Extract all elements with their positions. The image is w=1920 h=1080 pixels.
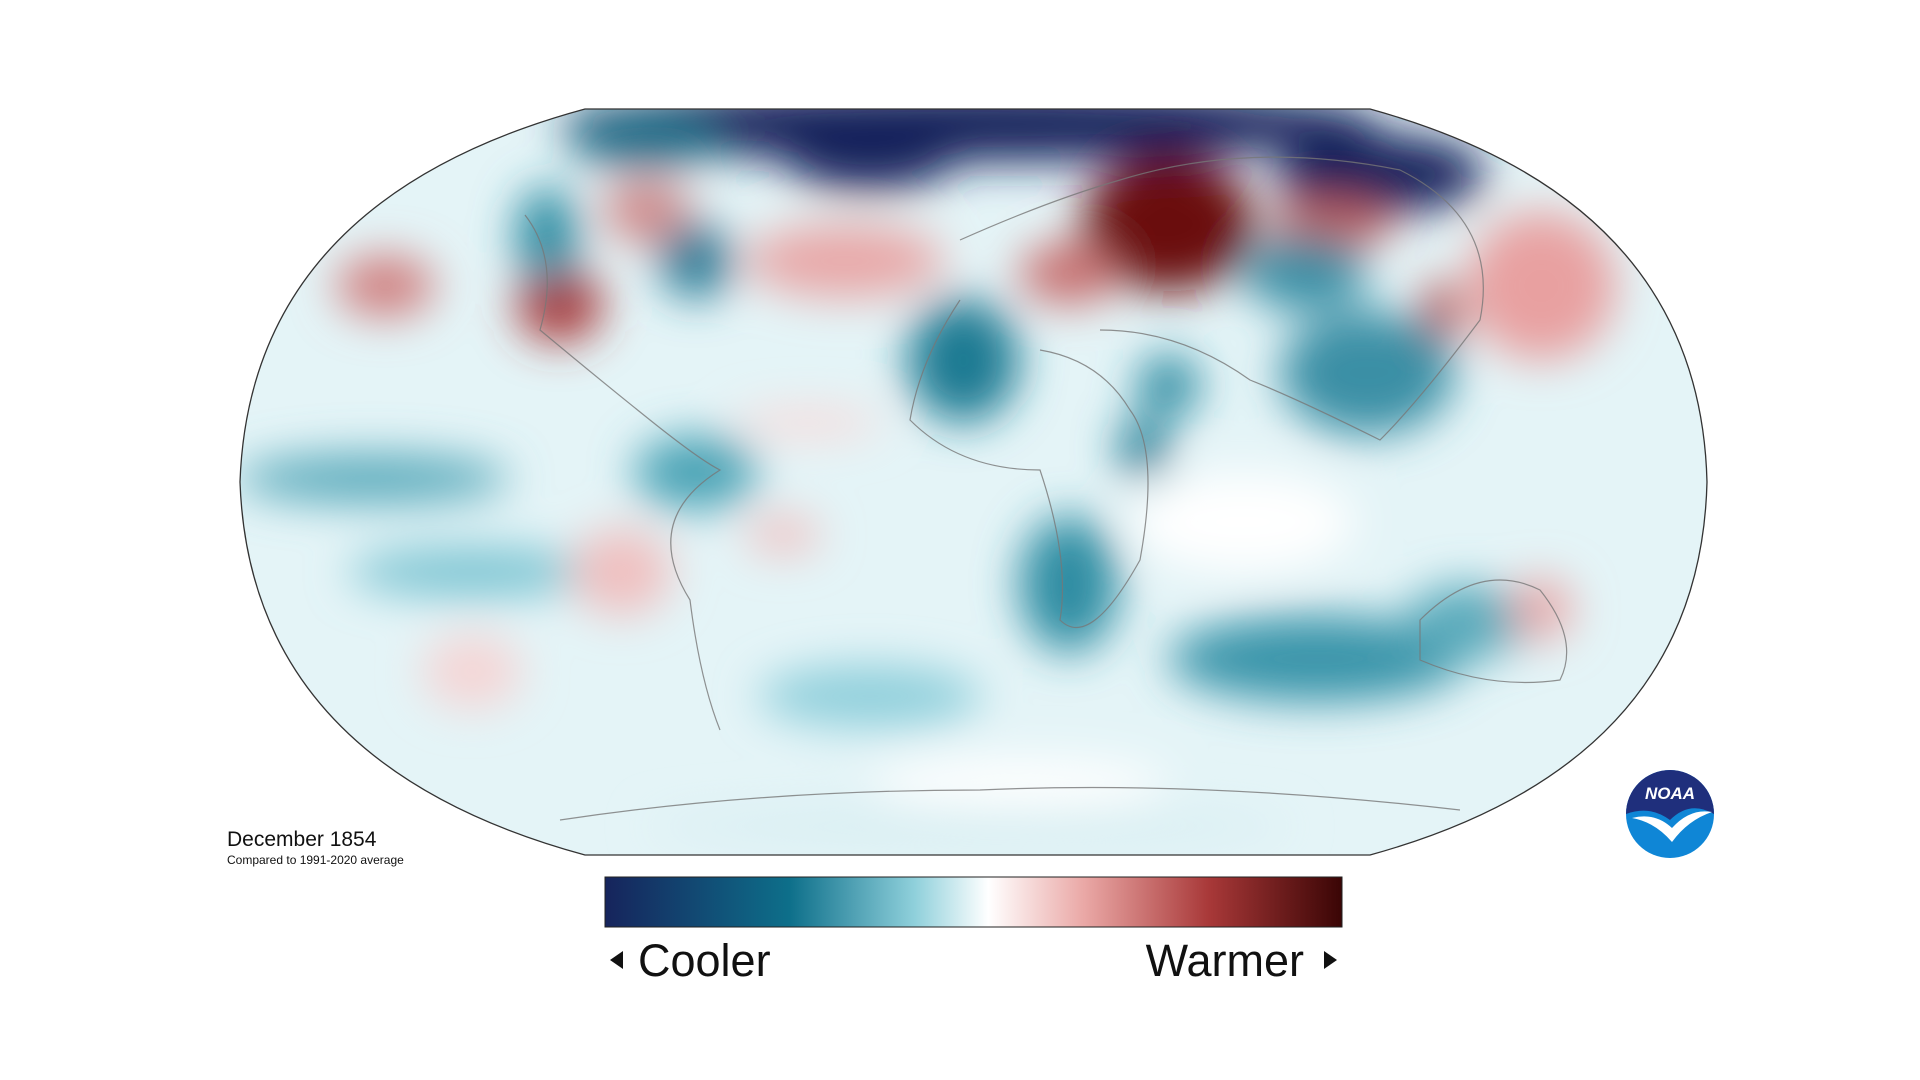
anomaly-region [571,118,721,168]
map-subtitle: Compared to 1991-2020 average [227,853,404,867]
anomaly-region [745,223,945,299]
anomaly-region [1081,155,1256,293]
anomaly-region [1019,515,1119,653]
logo-top [1626,770,1714,820]
cooler-arrow [610,951,623,969]
australia-outline [1419,579,1568,684]
anomaly-region [1019,242,1119,305]
americas-outline [524,214,722,731]
noaa-logo: NOAA [1626,770,1714,858]
warmer-label: Warmer [1146,935,1304,986]
anomaly-region [240,453,510,504]
anomaly-region [1118,416,1169,479]
warmer-arrow [1324,951,1337,969]
anomaly-region [783,120,958,191]
anomaly-region [1131,472,1355,572]
anomaly-region [733,407,883,438]
anomaly-region [1137,354,1200,417]
anomaly-region [515,186,578,286]
anomaly-field [240,109,1616,846]
eurasia-outline [959,156,1484,441]
map-title: December 1854 [227,828,377,851]
anomaly-region [571,528,672,616]
anomaly-region [646,807,1293,846]
color-scale [604,876,1343,928]
anomaly-region [1168,615,1467,703]
anomaly-region [1510,577,1573,641]
anomaly-region [633,435,759,510]
anomaly-region [1423,279,1461,342]
anomaly-region [1243,236,1368,311]
logo-bird [1632,811,1712,842]
logo-text: NOAA [1645,784,1695,803]
anomaly-region [1267,198,1393,249]
anomaly-region [602,180,690,243]
anomaly-region [758,665,982,728]
africa-outline [909,299,1149,629]
anomaly-region [1274,134,1486,214]
anomaly-region [515,267,603,342]
coastlines [524,156,1568,821]
anomaly-map [240,109,1707,855]
anomaly-region [559,109,1380,162]
anomaly-region [658,223,734,299]
anomaly-region [907,298,1020,423]
anomaly-region [335,254,436,317]
anomaly-region [870,758,1169,808]
anomaly-region [1280,310,1455,436]
cooler-label: Cooler [638,935,771,986]
anomaly-region [1466,211,1616,361]
map-frame [239,108,1708,856]
antarctica-outline [559,786,1461,821]
anomaly-region [348,546,597,597]
anomaly-region [1404,584,1529,659]
anomaly-region [422,633,523,709]
anomaly-region [745,515,821,554]
